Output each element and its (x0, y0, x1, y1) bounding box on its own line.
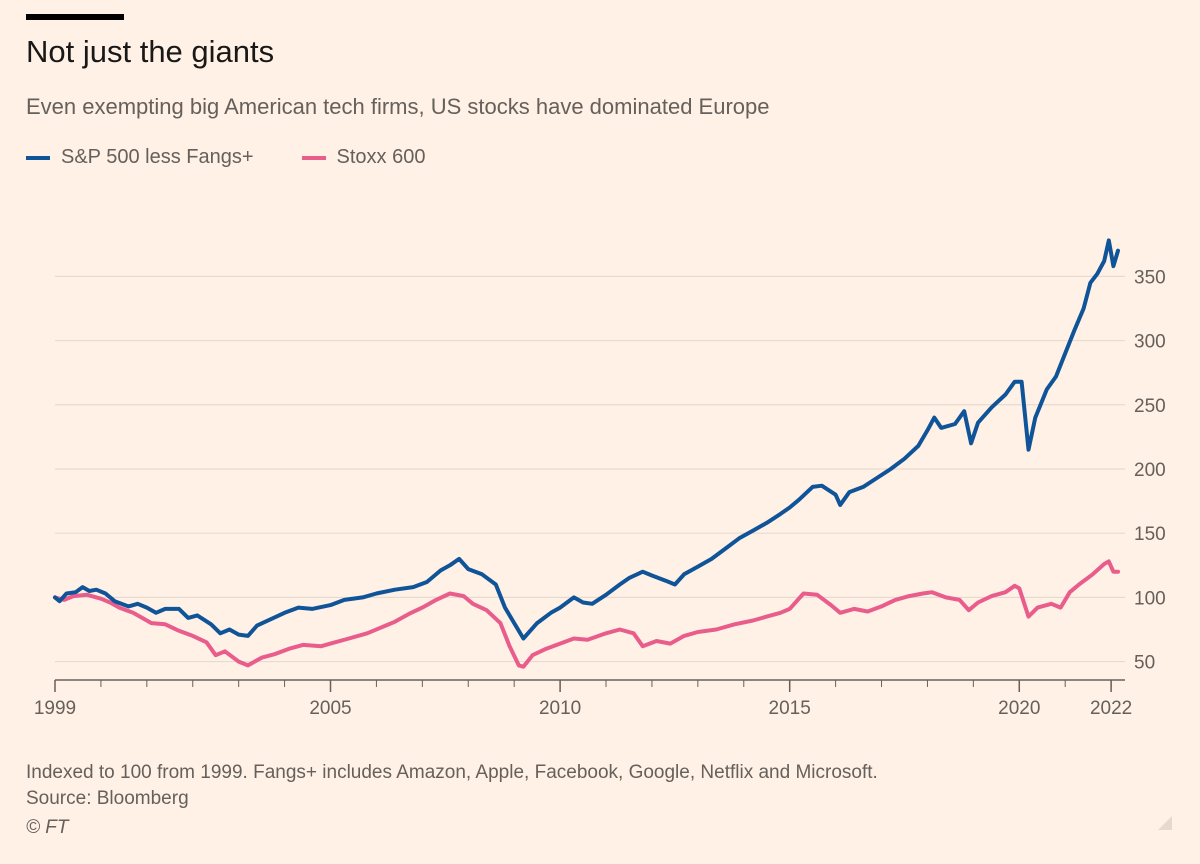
footnote-source: Source: Bloomberg (26, 788, 189, 809)
copyright: © FT (26, 817, 69, 838)
y-tick-label-50: 50 (1134, 653, 1155, 674)
x-tick-label-2020: 2020 (998, 698, 1040, 719)
y-tick-label-350: 350 (1134, 267, 1166, 288)
x-tick-label-1999: 1999 (34, 698, 76, 719)
legend-swatch-sp500 (26, 155, 50, 160)
chart-subtitle: Even exempting big American tech firms, … (26, 94, 770, 119)
y-tick-label-200: 200 (1134, 460, 1166, 481)
footnote: Indexed to 100 from 1999. Fangs+ include… (26, 760, 878, 812)
x-tick-label-2010: 2010 (539, 698, 581, 719)
x-tick-label-2005: 2005 (309, 698, 351, 719)
legend-label-sp500: S&P 500 less Fangs+ (61, 146, 254, 168)
x-tick-label-2015: 2015 (769, 698, 811, 719)
y-tick-label-300: 300 (1134, 332, 1166, 353)
x-tick-label-2022: 2022 (1090, 698, 1132, 719)
chart-legend: S&P 500 less Fangs+ Stoxx 600 (26, 146, 425, 169)
series-line-stoxx (53, 559, 1120, 669)
y-tick-label-100: 100 (1134, 588, 1166, 609)
footnote-note: Indexed to 100 from 1999. Fangs+ include… (26, 762, 878, 783)
brand-rule (26, 14, 124, 20)
y-tick-label-250: 250 (1134, 396, 1166, 417)
series-line-sp500 (53, 238, 1120, 641)
legend-swatch-stoxx (301, 155, 326, 160)
legend-item-stoxx: Stoxx 600 (301, 146, 426, 169)
resize-grip-icon[interactable] (1158, 816, 1172, 830)
legend-item-sp500: S&P 500 less Fangs+ (26, 146, 254, 169)
y-tick-label-150: 150 (1134, 524, 1166, 545)
legend-label-stoxx: Stoxx 600 (336, 146, 426, 168)
chart-title: Not just the giants (26, 34, 275, 69)
